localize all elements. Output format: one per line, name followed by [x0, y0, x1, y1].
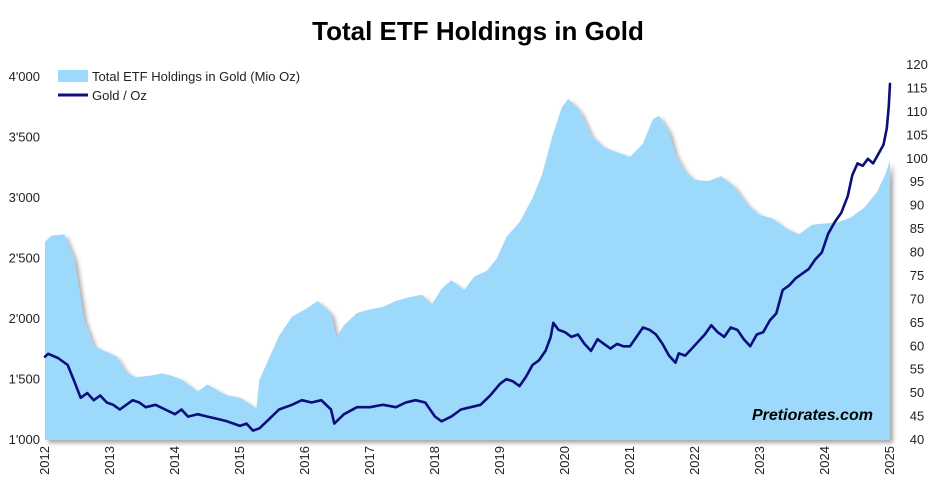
right-tick-label: 75	[910, 268, 924, 283]
left-tick-label: 4'000	[9, 69, 40, 84]
x-tick-label: 2019	[492, 446, 507, 475]
right-tick-label: 110	[907, 104, 928, 119]
right-tick-label: 80	[910, 245, 924, 260]
x-tick-label: 2025	[882, 446, 897, 475]
right-tick-label: 90	[910, 198, 924, 213]
left-axis: 1'000 1'500 2'000 2'500 3'000 3'500 4'000	[9, 69, 40, 447]
right-tick-label: 55	[910, 362, 924, 377]
x-tick-label: 2018	[427, 446, 442, 475]
watermark: Pretiorates.com	[752, 407, 873, 424]
x-tick-label: 2023	[752, 446, 767, 475]
legend: Total ETF Holdings in Gold (Mio Oz) Gold…	[58, 69, 300, 103]
right-axis: 40 45 50 55 60 65 70 75 80 85 90 95 100 105 110 115 120	[906, 57, 928, 447]
right-tick-label: 100	[906, 151, 928, 166]
left-tick-label: 2'500	[9, 251, 40, 266]
x-tick-label: 2024	[817, 446, 832, 475]
legend-swatch-area	[58, 70, 88, 82]
right-tick-label: 115	[907, 80, 928, 95]
right-tick-label: 65	[910, 315, 924, 330]
x-tick-label: 2017	[362, 446, 377, 475]
x-tick-label: 2020	[557, 446, 572, 475]
x-tick-label: 2015	[232, 446, 247, 475]
left-tick-label: 3'000	[9, 190, 40, 205]
right-tick-label: 45	[910, 409, 924, 424]
x-axis: 2012 2013 2014 2015 2016 2017 2018 2019 2020 2021…	[37, 446, 897, 475]
right-tick-label: 120	[906, 57, 928, 72]
left-tick-label: 1'500	[9, 372, 40, 387]
series-line-gold-oz	[43, 82, 892, 432]
x-tick-label: 2022	[687, 446, 702, 475]
right-tick-label: 60	[910, 338, 924, 353]
right-tick-label: 85	[910, 221, 924, 236]
x-tick-label: 2014	[167, 446, 182, 475]
plot-area	[43, 82, 892, 441]
legend-label-line: Gold / Oz	[92, 88, 147, 103]
legend-label-area: Total ETF Holdings in Gold (Mio Oz)	[92, 69, 300, 84]
x-tick-label: 2012	[37, 446, 52, 475]
chart-title: Total ETF Holdings in Gold	[312, 16, 644, 46]
right-tick-label: 105	[906, 127, 928, 142]
x-tick-label: 2021	[622, 446, 637, 475]
right-tick-label: 95	[910, 174, 924, 189]
right-tick-label: 70	[910, 291, 924, 306]
left-tick-label: 3'500	[9, 130, 40, 145]
left-tick-label: 2'000	[9, 311, 40, 326]
x-tick-label: 2016	[297, 446, 312, 475]
right-tick-label: 50	[910, 385, 924, 400]
left-tick-label: 1'000	[9, 432, 40, 447]
right-tick-label: 40	[910, 432, 924, 447]
series-area-etf-holdings	[45, 98, 890, 441]
x-tick-label: 2013	[102, 446, 117, 475]
